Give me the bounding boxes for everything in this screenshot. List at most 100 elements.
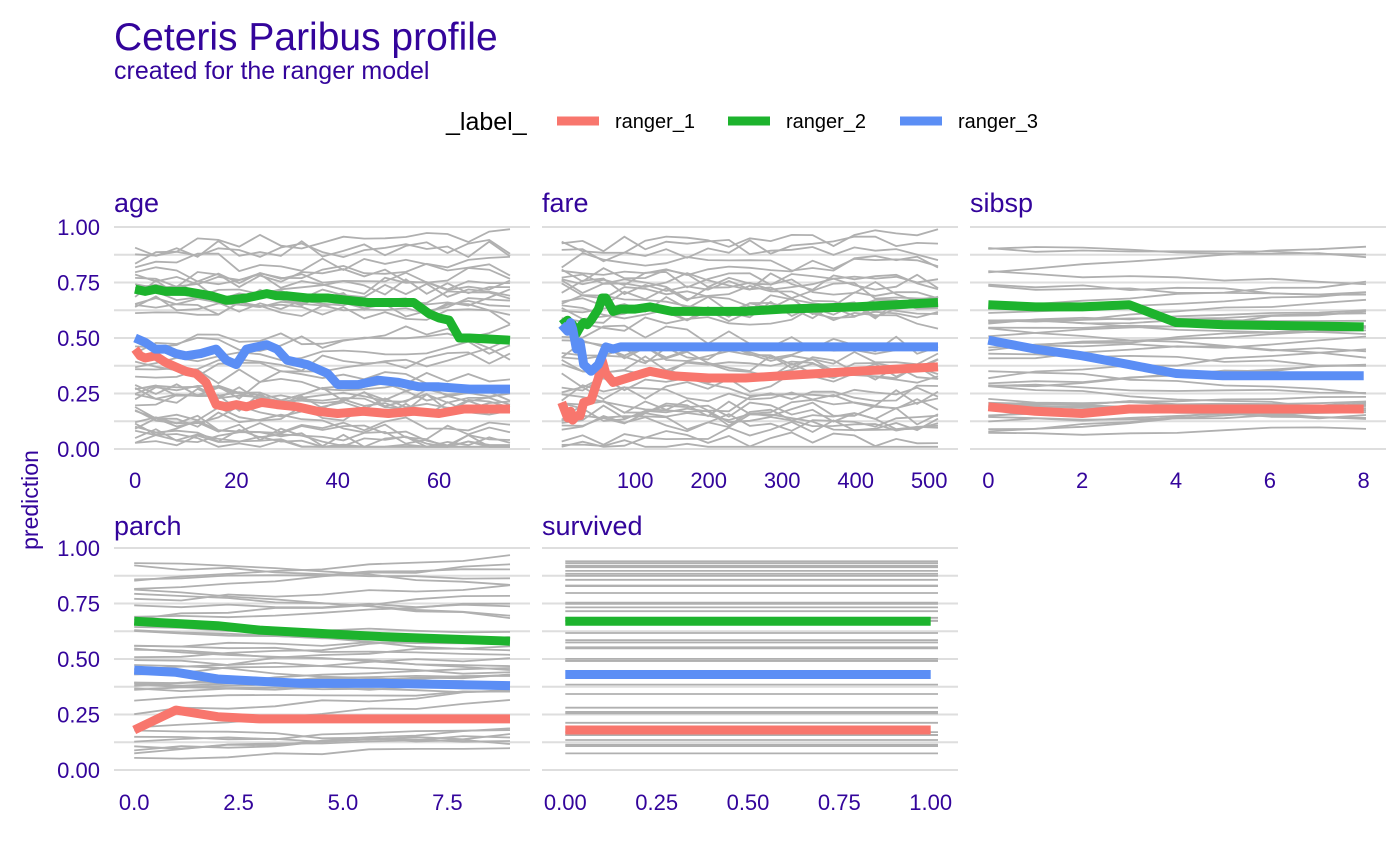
background-profile-line (134, 729, 511, 743)
y-tick-label: 0.75 (57, 592, 100, 617)
background-profile-line (135, 267, 511, 289)
y-tick-label: 0.75 (57, 271, 100, 296)
y-tick-label: 0.50 (57, 326, 100, 351)
background-profile-line (134, 645, 511, 656)
background-profile-line (561, 235, 939, 261)
x-tick-label-fare: 500 (911, 468, 948, 493)
strip-label-age: age (114, 188, 159, 218)
x-tick-label-sibsp: 4 (1170, 468, 1182, 493)
panel-parch: parch 0.00 0.25 0.50 0.75 1.00 0.0 2.5 5.0 7.5 (57, 511, 530, 815)
background-profile-line (561, 389, 939, 424)
background-profile-line (134, 699, 511, 729)
series-line-ranger_1-sibsp (987, 402, 1364, 418)
background-profile-line (134, 648, 511, 671)
x-tick-label-sibsp: 8 (1358, 468, 1370, 493)
x-tick-label-sibsp: 6 (1264, 468, 1276, 493)
background-profile-line (988, 348, 1367, 380)
background-profile-line (135, 388, 511, 413)
legend-title: _label_ (445, 108, 528, 136)
background-profile-line (134, 564, 511, 580)
y-tick-label: 1.00 (57, 215, 100, 240)
background-profile-line (561, 257, 939, 277)
background-profile-line (561, 376, 939, 398)
background-profile-line (561, 294, 939, 330)
x-tick-label-age: 40 (325, 468, 349, 493)
background-profile-line (134, 255, 511, 291)
background-profile-line (134, 332, 511, 354)
x-tick-label-fare: 400 (837, 468, 874, 493)
legend-label-ranger_1: ranger_1 (615, 111, 695, 133)
background-profile-line (561, 384, 939, 421)
strip-label-fare: fare (542, 188, 589, 218)
x-tick-label-parch: 2.5 (223, 790, 254, 815)
background-profile-line (561, 277, 939, 300)
x-tick-label-fare: 200 (690, 468, 727, 493)
panel-fare: fare 100 200 300 400 500 (542, 188, 958, 493)
strip-label-survived: survived (542, 511, 643, 541)
panel-survived: survived 0.00 0.25 0.50 0.75 1.00 (542, 511, 958, 815)
x-tick-label-fare: 100 (617, 468, 654, 493)
background-profile-line (561, 372, 939, 402)
background-profile-line (134, 667, 511, 687)
x-tick-label-age: 60 (427, 468, 451, 493)
x-tick-label-age: 20 (224, 468, 248, 493)
x-tick-label-fare: 300 (764, 468, 801, 493)
background-profile-line (988, 396, 1367, 408)
background-profile-line (134, 240, 511, 265)
background-profile-line (561, 417, 939, 446)
x-tick-label-survived: 1.00 (909, 790, 952, 815)
background-profile-line (134, 562, 511, 586)
x-tick-label-survived: 0.75 (818, 790, 861, 815)
panel-sibsp: sibsp 0 2 4 6 8 (970, 188, 1386, 493)
background-profile-line (561, 413, 939, 432)
strip-label-parch: parch (114, 511, 182, 541)
background-profile-line (561, 343, 939, 365)
background-profile-line (561, 340, 939, 366)
background-profile-line (135, 323, 511, 349)
y-tick-label: 0.25 (57, 703, 100, 728)
legend-label-ranger_3: ranger_3 (958, 111, 1038, 133)
panel-age: age 0.00 0.25 0.50 0.75 1.00 0 20 40 60 (57, 188, 530, 493)
background-profile-line (988, 426, 1367, 436)
chart-subtitle: created for the ranger model (114, 57, 429, 85)
background-profile-line (561, 300, 939, 332)
background-profile-line (561, 393, 939, 432)
background-profile-line (134, 688, 511, 716)
background-profile-line (134, 554, 511, 582)
background-profile-line (561, 235, 939, 263)
y-tick-label: 1.00 (57, 536, 100, 561)
background-profile-line (561, 402, 939, 431)
background-profile-line (988, 340, 1367, 353)
background-profile-line (134, 288, 511, 313)
series-line-ranger_1-parch (132, 705, 510, 735)
background-profile-line (988, 247, 1367, 256)
legend: _label_ ranger_1 ranger_2 ranger_3 (445, 108, 1038, 136)
series-line-ranger_2-age (134, 284, 511, 345)
background-profile-line (561, 252, 939, 272)
y-tick-label: 0.00 (57, 758, 100, 783)
chart-title: Ceteris Paribus profile (114, 16, 498, 59)
background-profile-line (134, 282, 511, 301)
x-tick-label-parch: 0.0 (119, 790, 150, 815)
background-profile-line (134, 595, 511, 621)
background-profile-line (561, 430, 939, 448)
series-line-ranger_3-fare (558, 318, 938, 376)
series-line-ranger_1-age (131, 346, 510, 418)
background-profile-line (134, 371, 511, 401)
background-profile-line (988, 370, 1367, 395)
legend-label-ranger_2: ranger_2 (786, 111, 866, 133)
background-profile-line (561, 278, 939, 309)
x-tick-label-survived: 0.00 (544, 790, 587, 815)
series-line-ranger_3-age (133, 333, 510, 394)
background-profile-line (134, 386, 511, 404)
background-profile-line (988, 298, 1367, 324)
y-axis-label: prediction (17, 450, 43, 550)
background-profile-line (988, 329, 1367, 349)
x-tick-label-survived: 0.25 (635, 790, 678, 815)
background-profile-line (134, 747, 511, 760)
background-profile-line (134, 297, 511, 325)
background-profile-line (134, 252, 511, 277)
background-profile-line (135, 228, 511, 257)
series-line-ranger_2-parch (133, 616, 511, 646)
